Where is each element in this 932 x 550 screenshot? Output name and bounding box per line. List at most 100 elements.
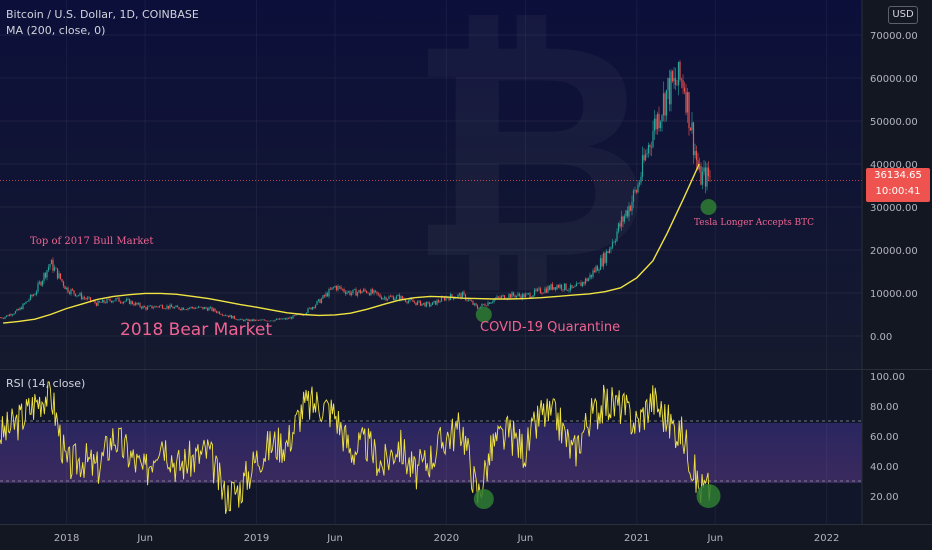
candle-body (604, 253, 606, 263)
time-axis[interactable]: 2018 Jun 2019 Jun 2020 Jun 2021 Jun 2022 (54, 533, 839, 544)
candle-body (365, 290, 368, 293)
candle-body (530, 297, 533, 298)
candle-body (388, 296, 390, 299)
candle-body (649, 145, 651, 148)
candle-body (148, 305, 150, 307)
candle-body (556, 285, 558, 290)
candle-body (136, 302, 138, 305)
candle-body (346, 292, 348, 294)
ma-legend[interactable]: MA (200, close, 0) (6, 24, 106, 37)
candle-body (413, 301, 416, 303)
candle-body (98, 301, 101, 303)
candle-body (700, 165, 702, 185)
candle-body (424, 302, 426, 307)
candle-body (74, 293, 77, 297)
candle-body (223, 315, 225, 316)
candle-body (524, 294, 527, 298)
candle-body (634, 190, 636, 191)
price-tick-label: 60000.00 (870, 74, 918, 85)
candle-body (40, 281, 42, 286)
candle-body (659, 121, 662, 128)
candle-body (94, 300, 96, 304)
candle-body (206, 308, 209, 311)
candle-body (674, 77, 677, 85)
candle-body (560, 284, 563, 290)
candle-body (623, 216, 626, 222)
candle-body (580, 282, 582, 287)
candle-body (593, 270, 596, 272)
candle-body (320, 298, 323, 304)
candle-body (416, 301, 419, 305)
candle-body (307, 308, 309, 313)
price-tick-label: 50000.00 (870, 117, 918, 128)
candle-body (287, 318, 290, 319)
rsi-tick-label: 60.00 (870, 432, 899, 443)
candle-body (632, 190, 635, 202)
candle-body (289, 317, 291, 319)
candle-body (428, 302, 431, 307)
candle-body (398, 294, 401, 301)
candle-body (607, 251, 609, 253)
candle-body (677, 61, 680, 86)
candle-body (128, 298, 131, 305)
candle-body (578, 282, 581, 284)
time-tick-label: 2020 (434, 533, 459, 544)
annotation-bear-market: 2018 Bear Market (120, 320, 273, 340)
candle-body (646, 153, 648, 155)
candle-body (23, 303, 26, 305)
candle-body (502, 295, 504, 297)
candle-body (407, 300, 410, 303)
candle-body (247, 319, 249, 322)
candle-body (311, 307, 314, 310)
candle-body (568, 290, 570, 291)
candle-body (464, 294, 467, 300)
rsi-axis[interactable]: 20.00 40.00 60.00 80.00 100.00 (870, 372, 905, 503)
candle-body (671, 71, 674, 82)
time-tick-label: Jun (706, 533, 723, 544)
candle-body (145, 307, 147, 310)
candle-body (251, 319, 254, 322)
candle-body (347, 291, 350, 293)
price-axis[interactable]: 0.00 10000.00 20000.00 30000.00 40000.00 5000… (870, 31, 918, 343)
symbol-title[interactable]: Bitcoin / U.S. Dollar, 1D, COINBASE (6, 8, 199, 21)
candle-body (22, 303, 24, 310)
time-tick-label: 2019 (244, 533, 269, 544)
candle-body (527, 293, 530, 294)
rsi-legend[interactable]: RSI (14, close) (6, 377, 86, 390)
candle-body (584, 278, 587, 284)
candle-body (179, 309, 182, 310)
candle-body (250, 319, 252, 322)
candle-body (172, 307, 174, 309)
candle-body (286, 318, 288, 320)
candle-body (485, 305, 488, 307)
candle-body (47, 267, 50, 271)
candle-body (542, 292, 545, 294)
candle-body (143, 306, 146, 308)
candle-body (263, 319, 266, 321)
candle-body (371, 289, 374, 294)
candle-body (517, 293, 519, 296)
candle-body (82, 297, 84, 300)
candle-body (445, 297, 447, 301)
candle-body (557, 285, 560, 288)
currency-button[interactable]: USD (888, 6, 918, 24)
candle-body (224, 315, 227, 316)
candle-body (272, 320, 275, 322)
candle-body (176, 305, 179, 308)
candle-body (173, 307, 176, 309)
candle-body (571, 285, 573, 288)
candle-body (643, 155, 645, 161)
candle-body (103, 299, 105, 303)
candle-body (353, 289, 356, 290)
candle-body (394, 298, 396, 301)
candle-body (631, 201, 633, 211)
candle-body (43, 273, 45, 281)
candle-body (437, 300, 440, 302)
candle-body (259, 319, 261, 321)
candle-body (443, 297, 446, 301)
rsi-tick-label: 80.00 (870, 402, 899, 413)
candle-body (152, 307, 155, 309)
candle-body (380, 297, 383, 300)
candle-body (337, 286, 339, 290)
